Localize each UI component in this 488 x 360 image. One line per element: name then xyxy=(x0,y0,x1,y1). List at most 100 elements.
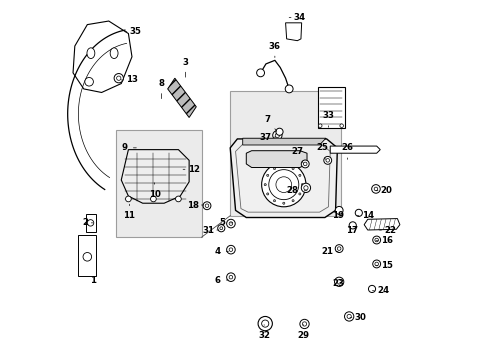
Circle shape xyxy=(291,200,294,202)
Circle shape xyxy=(226,246,235,254)
Circle shape xyxy=(217,225,224,232)
Circle shape xyxy=(273,167,275,170)
Circle shape xyxy=(336,280,341,284)
Circle shape xyxy=(374,238,378,242)
Bar xyxy=(230,91,340,216)
Circle shape xyxy=(282,165,285,167)
Polygon shape xyxy=(73,21,132,93)
Circle shape xyxy=(298,193,300,195)
Circle shape xyxy=(125,196,131,202)
Circle shape xyxy=(226,273,235,282)
Text: 27: 27 xyxy=(291,147,303,163)
Text: 10: 10 xyxy=(148,183,160,199)
Circle shape xyxy=(83,252,91,261)
Circle shape xyxy=(87,220,94,226)
Polygon shape xyxy=(230,139,337,217)
Circle shape xyxy=(301,160,308,168)
Circle shape xyxy=(264,184,266,186)
Bar xyxy=(85,214,95,232)
Text: 28: 28 xyxy=(286,186,306,195)
Circle shape xyxy=(175,196,181,202)
Circle shape xyxy=(372,260,380,268)
Circle shape xyxy=(150,196,156,202)
Text: 8: 8 xyxy=(158,79,164,99)
Circle shape xyxy=(337,247,340,250)
Text: 26: 26 xyxy=(341,143,353,159)
Text: 16: 16 xyxy=(375,236,392,245)
Circle shape xyxy=(273,200,275,202)
Text: 13: 13 xyxy=(121,76,138,85)
Circle shape xyxy=(266,193,268,195)
Text: 9: 9 xyxy=(122,143,136,152)
Ellipse shape xyxy=(110,48,118,59)
Circle shape xyxy=(374,262,378,266)
Circle shape xyxy=(348,222,356,229)
Circle shape xyxy=(84,77,93,86)
Circle shape xyxy=(205,204,208,207)
Circle shape xyxy=(302,322,306,326)
Text: 30: 30 xyxy=(349,313,366,322)
Text: 11: 11 xyxy=(123,204,135,220)
Polygon shape xyxy=(364,219,399,230)
Text: 37: 37 xyxy=(259,132,275,141)
Circle shape xyxy=(116,76,121,80)
Circle shape xyxy=(346,314,350,319)
Text: 2: 2 xyxy=(82,219,93,228)
Circle shape xyxy=(299,319,308,329)
Text: 17: 17 xyxy=(345,225,357,234)
Circle shape xyxy=(303,162,306,166)
Circle shape xyxy=(275,133,279,138)
Circle shape xyxy=(354,209,362,216)
Text: 35: 35 xyxy=(124,27,141,36)
Circle shape xyxy=(335,206,343,214)
Polygon shape xyxy=(167,78,196,117)
Circle shape xyxy=(303,186,307,190)
Text: 6: 6 xyxy=(214,275,228,284)
Text: 12: 12 xyxy=(183,165,200,174)
Circle shape xyxy=(258,316,272,331)
Circle shape xyxy=(339,124,343,127)
Circle shape xyxy=(298,174,300,176)
Polygon shape xyxy=(246,151,306,167)
Circle shape xyxy=(323,157,331,164)
Text: 31: 31 xyxy=(202,225,218,234)
Text: 29: 29 xyxy=(297,325,309,340)
Polygon shape xyxy=(329,146,380,153)
Circle shape xyxy=(334,277,343,287)
Circle shape xyxy=(229,275,232,279)
Bar xyxy=(78,235,96,276)
Circle shape xyxy=(272,131,282,140)
Text: 15: 15 xyxy=(375,261,392,270)
Circle shape xyxy=(291,167,294,170)
Circle shape xyxy=(261,320,268,327)
Circle shape xyxy=(266,174,268,176)
Text: 7: 7 xyxy=(264,115,276,131)
Circle shape xyxy=(325,158,329,162)
Bar xyxy=(317,87,344,128)
Circle shape xyxy=(285,85,292,93)
Text: 21: 21 xyxy=(321,247,337,256)
Text: 1: 1 xyxy=(89,275,96,284)
Circle shape xyxy=(344,312,353,321)
Circle shape xyxy=(261,162,305,207)
Circle shape xyxy=(275,128,283,135)
Text: 33: 33 xyxy=(322,111,334,127)
Text: 3: 3 xyxy=(182,58,188,77)
Text: 22: 22 xyxy=(379,225,395,234)
Polygon shape xyxy=(285,23,301,41)
Circle shape xyxy=(256,69,264,77)
Circle shape xyxy=(372,236,380,244)
Text: 4: 4 xyxy=(214,247,228,256)
Circle shape xyxy=(301,184,303,186)
Circle shape xyxy=(371,185,380,193)
Circle shape xyxy=(373,187,377,191)
Circle shape xyxy=(367,285,375,293)
Text: 14: 14 xyxy=(356,211,373,220)
Bar xyxy=(116,130,201,237)
Circle shape xyxy=(301,183,310,193)
Text: 18: 18 xyxy=(186,201,203,210)
Circle shape xyxy=(318,124,322,127)
Text: 20: 20 xyxy=(375,186,392,195)
Circle shape xyxy=(220,227,222,230)
Circle shape xyxy=(203,202,210,210)
